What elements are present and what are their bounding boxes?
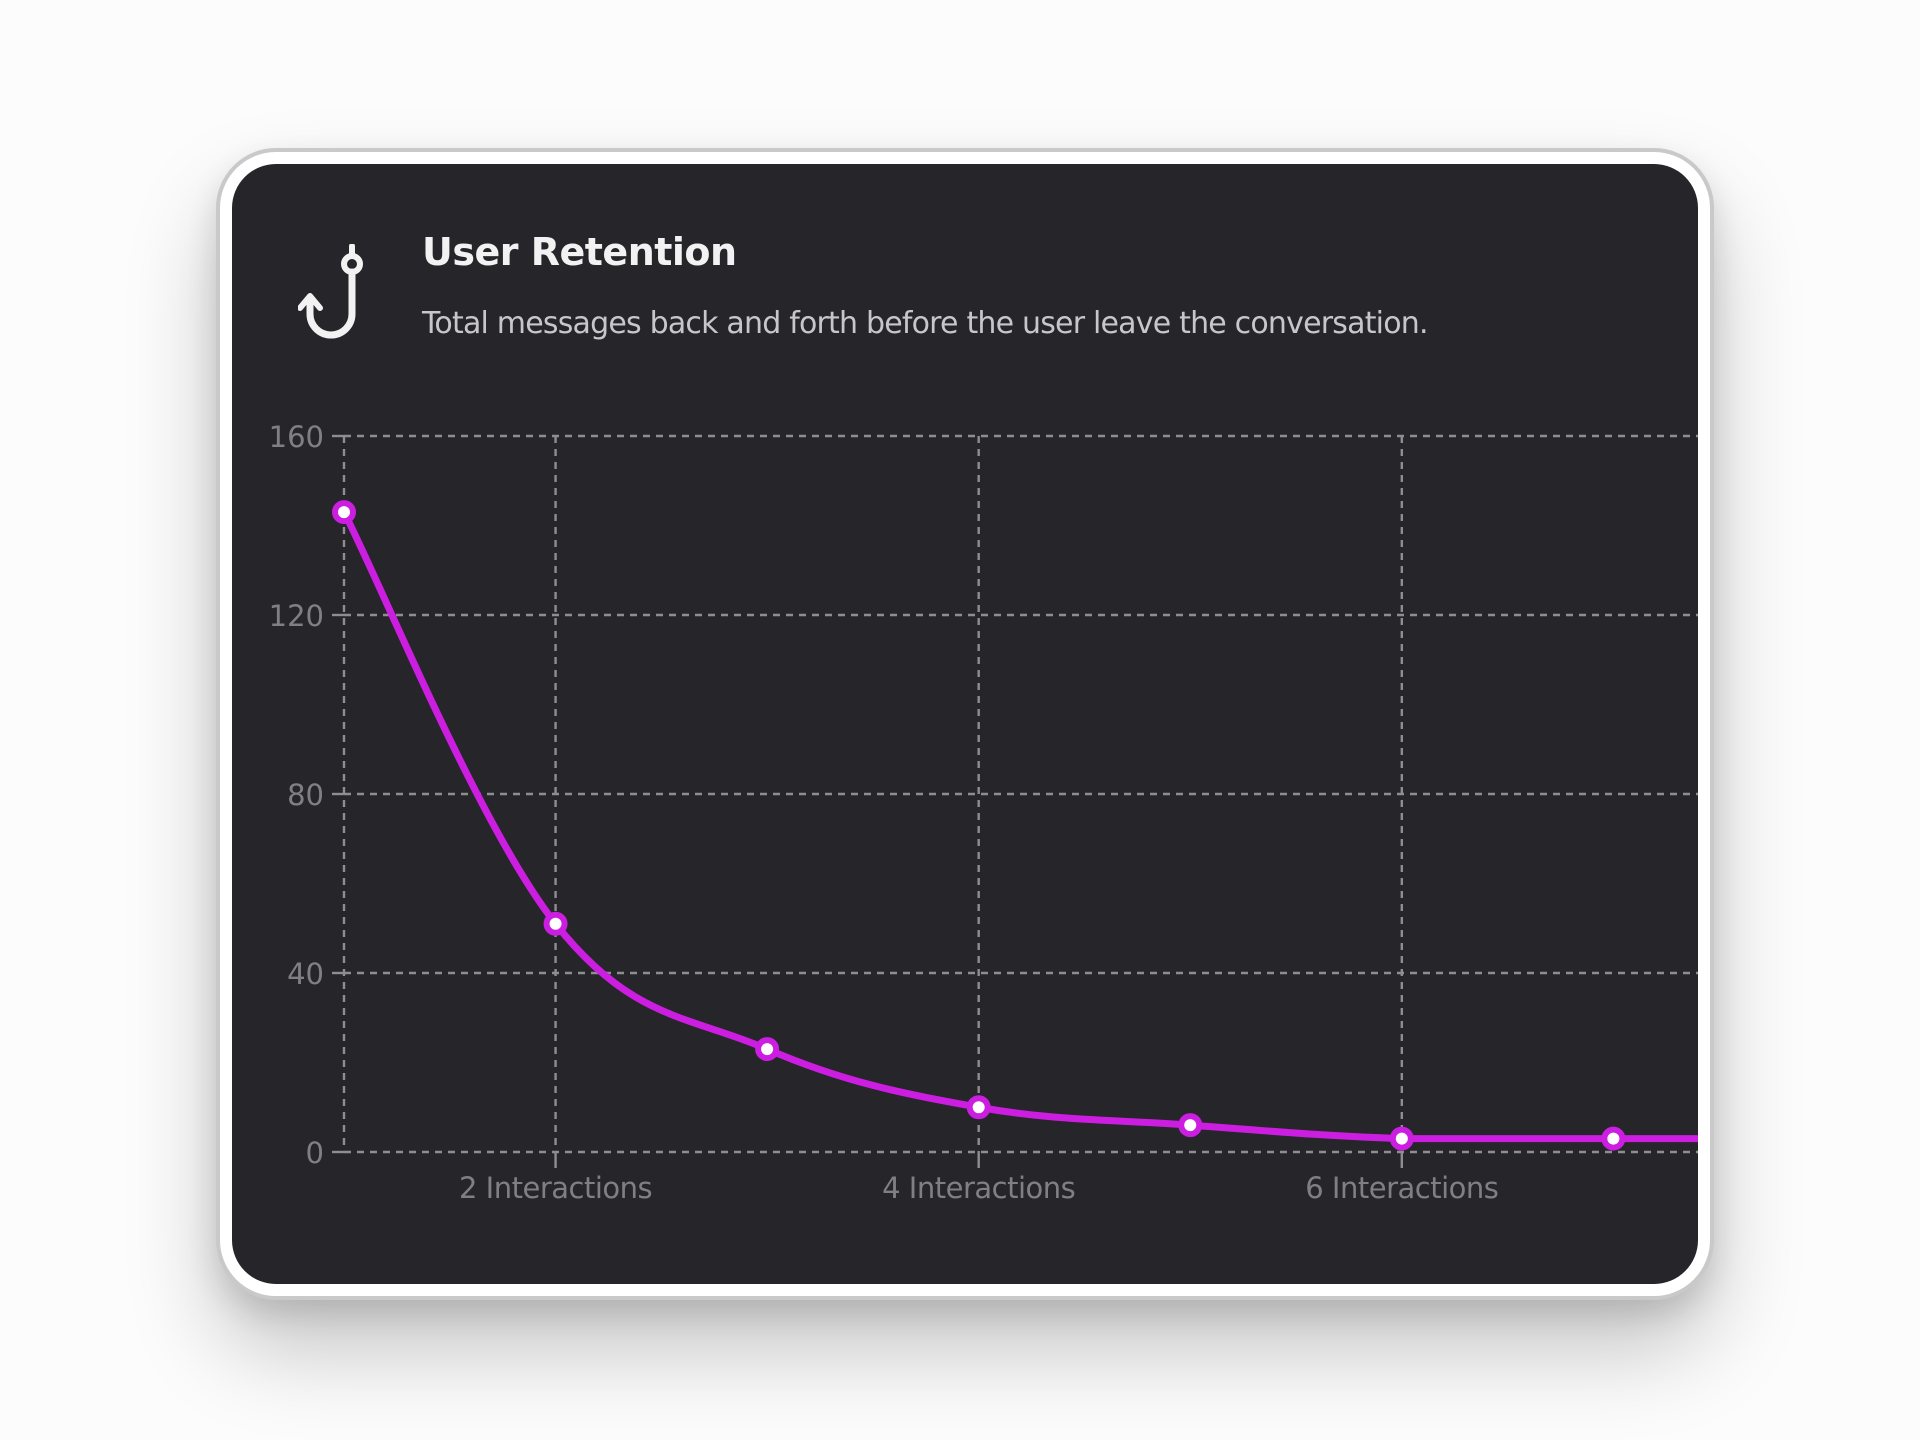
- y-tick-label: 0: [306, 1136, 324, 1170]
- x-tick-label: 2 Interactions: [459, 1171, 652, 1205]
- grid-layer: [342, 434, 1698, 1154]
- chart-subtitle: Total messages back and forth before the…: [422, 306, 1429, 341]
- y-tick-label: 120: [269, 599, 324, 633]
- chart-title: User Retention: [422, 230, 737, 274]
- y-tick-label: 160: [269, 420, 324, 454]
- data-point: [1178, 1113, 1203, 1138]
- user-retention-card: User Retention Total messages back and f…: [232, 164, 1698, 1284]
- x-tick-label: 6 Interactions: [1305, 1171, 1498, 1205]
- y-tick-label: 80: [287, 778, 324, 812]
- retention-line-chart: 0 40 80 120 160 2 Interactions 4 Interactions 6…: [269, 420, 1698, 1205]
- data-point: [755, 1037, 780, 1062]
- data-point: [332, 500, 356, 525]
- y-tick-label: 40: [287, 957, 324, 991]
- series-layer: [332, 500, 1698, 1151]
- fish-hook-icon: [298, 244, 363, 339]
- data-point: [966, 1095, 991, 1120]
- data-point: [1389, 1126, 1414, 1151]
- data-point: [1601, 1126, 1626, 1151]
- axis-layer: 0 40 80 120 160 2 Interactions 4 Interactions 6…: [269, 420, 1499, 1205]
- data-point: [543, 911, 568, 936]
- x-tick-label: 4 Interactions: [882, 1171, 1075, 1205]
- series-line: [340, 508, 1698, 1143]
